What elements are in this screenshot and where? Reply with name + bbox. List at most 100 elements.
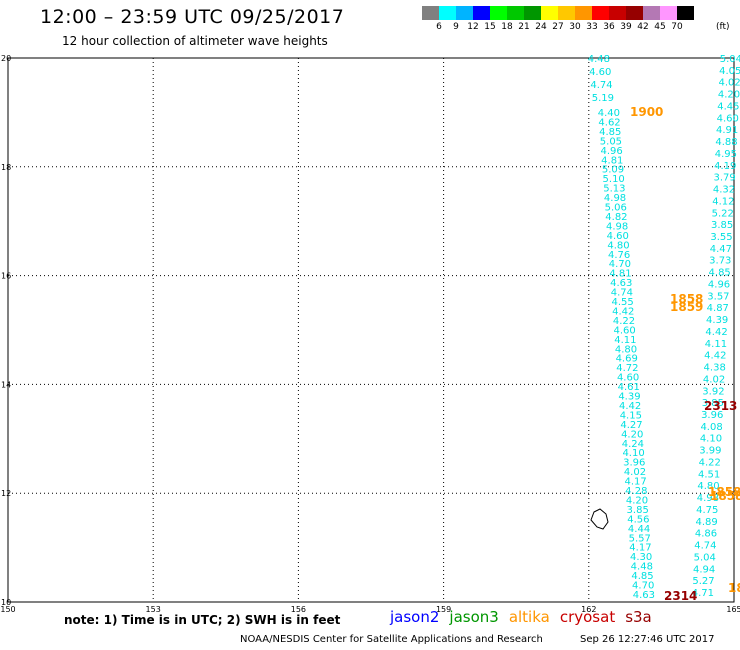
legend-swatch	[422, 6, 439, 20]
swh-value: 4.63	[633, 590, 655, 601]
map-title: 12:00 – 23:59 UTC 09/25/2017	[40, 6, 345, 28]
swh-value: 4.87	[707, 303, 729, 314]
swh-value: 4.48	[588, 54, 610, 65]
swh-value: 4.17	[629, 543, 651, 554]
swh-value: 4.24	[622, 439, 644, 450]
swh-value: 4.40	[598, 108, 620, 119]
swh-value: 4.20	[621, 429, 643, 440]
lon-tick-label: 159	[436, 605, 451, 614]
satellite-tracks: 4.484.604.745.194.404.624.855.054.964.81…	[588, 54, 740, 601]
swh-value: 3.92	[702, 386, 724, 397]
legend-label: 9	[453, 22, 459, 32]
swh-value: 4.12	[712, 196, 734, 207]
legend-swatch	[575, 6, 592, 20]
swh-value: 4.44	[628, 524, 650, 535]
swh-value: 4.48	[631, 562, 653, 573]
swh-value: 3.79	[714, 173, 736, 184]
swh-value: 4.95	[715, 149, 737, 160]
swh-value: 5.19	[592, 93, 614, 104]
lat-tick-label: 12	[1, 489, 11, 498]
pass-time-label: 1858	[710, 489, 740, 503]
swh-value: 4.45	[717, 101, 739, 112]
swh-value: 3.55	[710, 232, 732, 243]
swh-value: 4.11	[614, 335, 636, 346]
legend-label: 36	[603, 22, 615, 32]
swh-value: 4.62	[598, 117, 620, 128]
swh-value: 4.70	[609, 259, 631, 270]
lon-tick-label: 150	[0, 605, 15, 614]
swh-value: 3.73	[709, 256, 731, 267]
swh-value: 4.60	[589, 67, 611, 78]
swh-value: 4.27	[620, 420, 642, 431]
color-scale-unit: (ft)	[716, 22, 730, 32]
swh-value: 5.09	[602, 165, 624, 176]
swh-value: 4.42	[704, 351, 726, 362]
legend-label: 27	[552, 22, 564, 32]
swh-value: 4.81	[609, 269, 631, 280]
legend-label: 15	[484, 22, 496, 32]
pass-time-label: 2313	[704, 399, 737, 413]
swh-value: 4.88	[715, 137, 737, 148]
swh-value: 4.17	[624, 477, 646, 488]
swh-value: 3.57	[707, 291, 729, 302]
swh-value: 4.86	[695, 529, 717, 540]
swh-value: 4.28	[625, 486, 647, 497]
legend-label: 30	[569, 22, 581, 32]
legend-swatch	[609, 6, 626, 20]
island-outline	[590, 508, 609, 530]
swh-value: 3.85	[711, 220, 733, 231]
satellite-legend: jason2 jason3 altika cryosat s3a	[390, 608, 662, 626]
swh-value: 4.74	[694, 541, 716, 552]
swh-value: 4.60	[614, 325, 636, 336]
swh-value: 4.42	[705, 327, 727, 338]
legend-swatch	[626, 6, 643, 20]
swh-value: 3.96	[623, 458, 645, 469]
lon-tick-label: 156	[291, 605, 306, 614]
swh-value: 4.80	[607, 240, 629, 251]
legend-swatch	[456, 6, 473, 20]
swh-value: 4.81	[601, 155, 623, 166]
color-scale-legend	[422, 6, 694, 20]
swh-value: 4.42	[619, 401, 641, 412]
pass-time-labels: 19001858185923131858185823141857	[630, 105, 740, 603]
swh-value: 4.15	[620, 410, 642, 421]
swh-value: 5.22	[712, 208, 734, 219]
swh-value: 4.80	[697, 481, 719, 492]
lat-tick-label: 16	[1, 272, 11, 281]
swh-value: 4.51	[698, 469, 720, 480]
swh-value: 4.42	[612, 306, 634, 317]
swh-value: 4.22	[613, 316, 635, 327]
swh-value: 5.13	[603, 184, 625, 195]
legend-swatch	[473, 6, 490, 20]
swh-value: 4.38	[704, 363, 726, 374]
swh-value: 5.57	[629, 533, 651, 544]
swh-value: 4.75	[696, 505, 718, 516]
pass-time-label: 1858	[670, 292, 703, 306]
pass-time-label: 1859	[670, 300, 703, 314]
satellite-legend-item: altika	[508, 608, 550, 626]
axis-tick-labels: 150 153 156 159 162 165 20 18 16 14 12 10	[0, 54, 740, 614]
swh-value: 5.04	[720, 54, 740, 65]
swh-value: 3.96	[701, 410, 723, 421]
satellite-legend-item: jason3	[449, 608, 499, 626]
swh-value: 4.02	[718, 78, 740, 89]
satellite-legend-item: cryosat	[559, 608, 616, 626]
pass-time-label: 1900	[630, 105, 663, 119]
swh-value: 4.20	[718, 90, 740, 101]
swh-value: 3.85	[702, 398, 724, 409]
swh-value: 4.69	[616, 354, 638, 365]
color-scale-labels: 6 9 12 15 18 21 24 27 30 33 36 39 42 45 70	[422, 22, 740, 34]
swh-value: 4.85	[599, 127, 621, 138]
swh-value: 4.55	[611, 297, 633, 308]
swh-value: 4.98	[697, 493, 719, 504]
map-subtitle: 12 hour collection of altimeter wave hei…	[62, 34, 328, 48]
swh-value: 4.39	[618, 392, 640, 403]
lat-tick-label: 10	[1, 598, 11, 607]
legend-label: 45	[654, 22, 666, 32]
generated-timestamp: Sep 26 12:27:46 UTC 2017	[580, 634, 715, 645]
swh-value: 4.30	[630, 552, 652, 563]
swh-value: 5.05	[600, 136, 622, 147]
swh-value: 4.02	[624, 467, 646, 478]
swh-value: 4.20	[626, 495, 648, 506]
